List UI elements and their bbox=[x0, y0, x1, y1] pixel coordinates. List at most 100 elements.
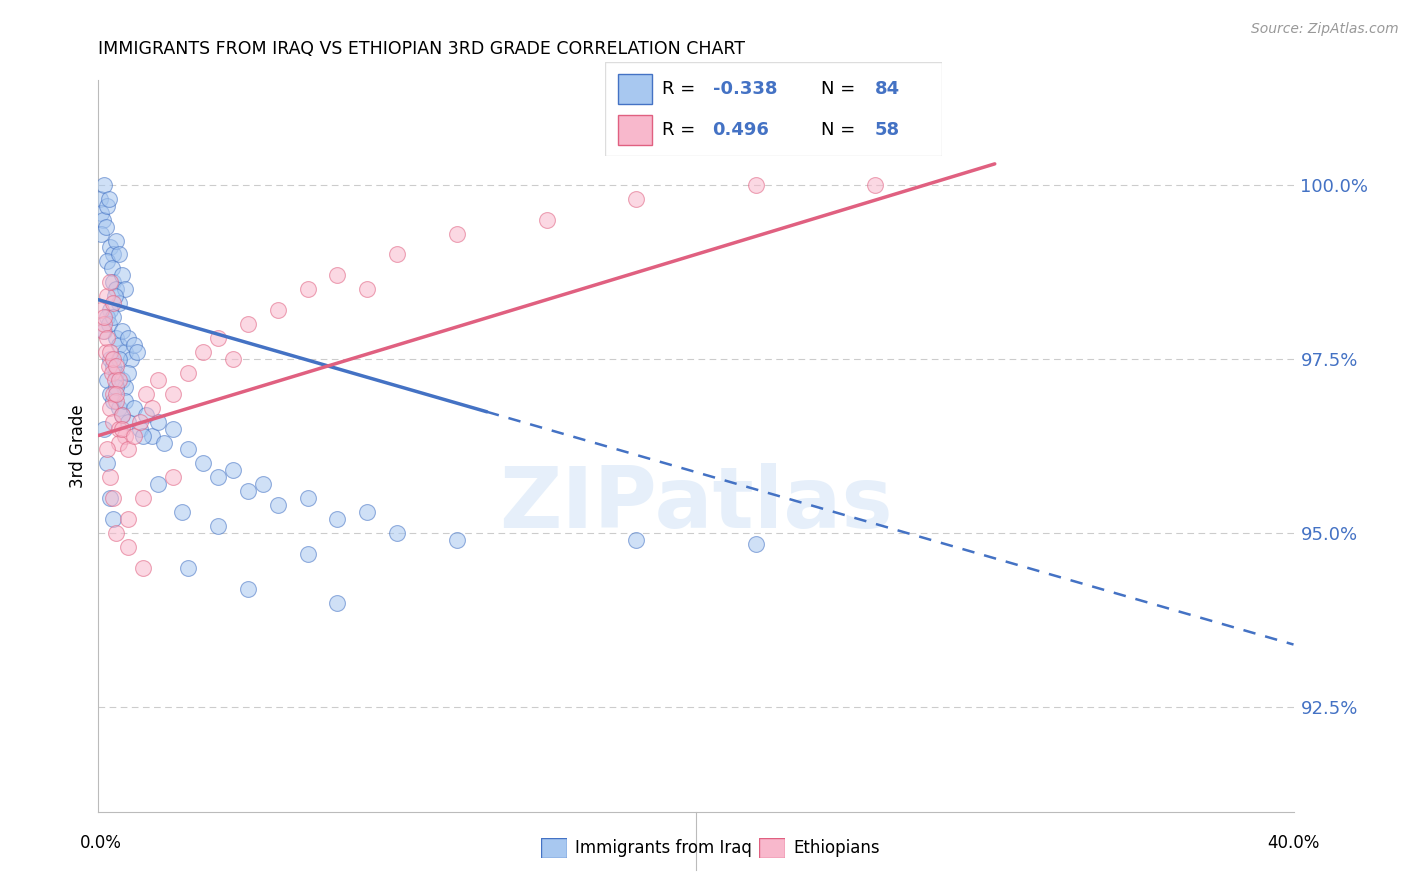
Point bbox=[90, 227, 112, 241]
Text: N =: N = bbox=[821, 121, 860, 139]
Point bbox=[103, 512, 125, 526]
Point bbox=[96, 331, 118, 345]
Text: N =: N = bbox=[821, 79, 860, 97]
Point bbox=[385, 526, 409, 541]
Point bbox=[111, 324, 134, 338]
Point bbox=[114, 428, 136, 442]
Text: R =: R = bbox=[662, 79, 702, 97]
Point bbox=[90, 303, 112, 318]
Point bbox=[96, 457, 118, 471]
Point bbox=[97, 317, 120, 331]
Point bbox=[100, 275, 122, 289]
Point bbox=[297, 491, 319, 506]
Point bbox=[103, 359, 125, 373]
Point bbox=[162, 421, 184, 435]
Point bbox=[267, 498, 290, 512]
Point bbox=[96, 373, 118, 387]
Point bbox=[117, 415, 139, 429]
Point bbox=[96, 310, 118, 325]
Point bbox=[108, 247, 131, 261]
Point bbox=[153, 435, 176, 450]
Point bbox=[222, 351, 245, 366]
Point bbox=[135, 408, 157, 422]
Point bbox=[207, 519, 229, 533]
Point bbox=[111, 373, 134, 387]
Text: 0.0%: 0.0% bbox=[80, 834, 122, 852]
Point bbox=[105, 331, 128, 345]
Point bbox=[177, 442, 200, 457]
Point bbox=[100, 491, 122, 506]
Bar bbox=[619, 115, 652, 145]
Point bbox=[326, 512, 349, 526]
Point bbox=[120, 351, 142, 366]
Point bbox=[111, 408, 134, 422]
Point bbox=[236, 317, 259, 331]
Y-axis label: 3rd Grade: 3rd Grade bbox=[69, 404, 87, 488]
Point bbox=[108, 373, 131, 387]
Point bbox=[97, 359, 120, 373]
Point bbox=[745, 536, 768, 550]
Point bbox=[326, 596, 349, 610]
Point bbox=[207, 331, 229, 345]
Text: -0.338: -0.338 bbox=[713, 79, 778, 97]
Point bbox=[105, 526, 128, 541]
Point bbox=[114, 380, 136, 394]
Point bbox=[100, 351, 122, 366]
Point bbox=[267, 303, 290, 318]
Point bbox=[93, 324, 115, 338]
Point bbox=[108, 435, 131, 450]
Point bbox=[626, 533, 648, 547]
Point bbox=[103, 393, 125, 408]
FancyBboxPatch shape bbox=[605, 62, 942, 156]
Point bbox=[108, 338, 131, 352]
Point bbox=[446, 533, 468, 547]
Point bbox=[108, 401, 131, 415]
Point bbox=[162, 470, 184, 484]
Point bbox=[141, 401, 163, 415]
Point bbox=[103, 247, 125, 261]
Point bbox=[103, 415, 125, 429]
Point bbox=[103, 351, 125, 366]
Point bbox=[124, 338, 146, 352]
Point bbox=[356, 505, 378, 519]
Point bbox=[103, 386, 125, 401]
Point bbox=[114, 282, 136, 296]
Point bbox=[117, 366, 139, 380]
Point bbox=[236, 582, 259, 596]
Point bbox=[135, 386, 157, 401]
Point bbox=[105, 366, 128, 380]
Point bbox=[108, 351, 131, 366]
Point bbox=[148, 477, 170, 491]
Point bbox=[91, 212, 114, 227]
Bar bbox=[619, 74, 652, 103]
Point bbox=[105, 380, 128, 394]
Point bbox=[111, 268, 134, 283]
Point bbox=[863, 178, 887, 192]
Point bbox=[127, 345, 149, 359]
Point bbox=[148, 373, 170, 387]
Point bbox=[90, 205, 112, 219]
Point bbox=[105, 234, 128, 248]
Text: 58: 58 bbox=[875, 121, 900, 139]
Point bbox=[124, 401, 146, 415]
Point bbox=[132, 491, 155, 506]
Point bbox=[132, 561, 155, 575]
Point bbox=[114, 345, 136, 359]
Point bbox=[96, 199, 118, 213]
Point bbox=[124, 428, 146, 442]
Point bbox=[356, 282, 378, 296]
Point bbox=[297, 282, 319, 296]
Point bbox=[97, 192, 120, 206]
Point bbox=[104, 289, 127, 303]
Point bbox=[105, 393, 128, 408]
Point bbox=[207, 470, 229, 484]
Point bbox=[94, 345, 117, 359]
Point bbox=[101, 261, 124, 276]
Point bbox=[103, 491, 125, 506]
Point bbox=[141, 428, 163, 442]
Point bbox=[103, 275, 125, 289]
Point bbox=[96, 442, 118, 457]
Point bbox=[236, 484, 259, 499]
Point bbox=[89, 192, 111, 206]
Point bbox=[191, 345, 214, 359]
